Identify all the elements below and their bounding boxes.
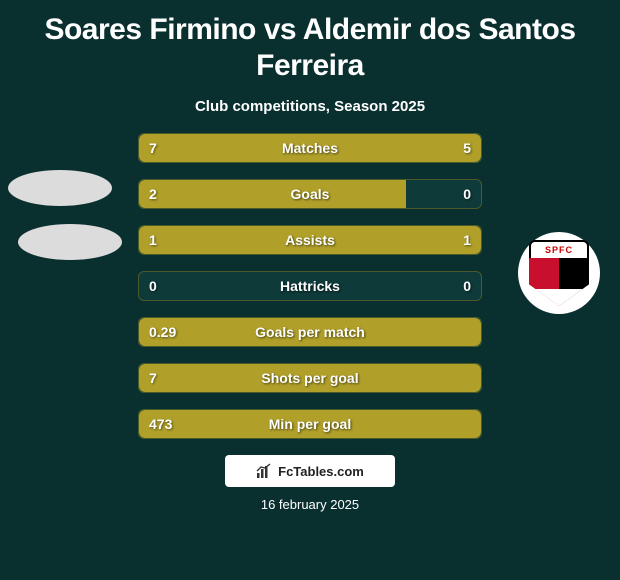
bar-fill-left: [139, 226, 310, 254]
shield-icon: SPFC: [529, 240, 589, 306]
bar-value-right: 0: [463, 180, 471, 208]
bar-fill-left: [139, 180, 406, 208]
bar-fill-left: [139, 134, 337, 162]
bar-fill-right: [337, 134, 481, 162]
bar-label: Hattricks: [139, 272, 481, 300]
player-right-club-badge: SPFC: [518, 232, 600, 314]
branding-text: FcTables.com: [278, 464, 364, 479]
stats-bars: Matches75Goals20Assists11Hattricks00Goal…: [138, 133, 482, 439]
stat-bar: Min per goal473: [138, 409, 482, 439]
stat-bar: Shots per goal7: [138, 363, 482, 393]
branding-box: FcTables.com: [225, 455, 395, 487]
bar-fill-right: [310, 226, 481, 254]
stat-bar: Goals20: [138, 179, 482, 209]
bar-fill-full: [139, 410, 481, 438]
bar-fill-full: [139, 318, 481, 346]
date-text: 16 february 2025: [0, 497, 620, 512]
stat-bar: Matches75: [138, 133, 482, 163]
stat-bar: Assists11: [138, 225, 482, 255]
subtitle: Club competitions, Season 2025: [0, 90, 620, 133]
player-left-logo-2: [18, 224, 122, 260]
bar-fill-full: [139, 364, 481, 392]
badge-code: SPFC: [529, 240, 589, 258]
page-title: Soares Firmino vs Aldemir dos Santos Fer…: [0, 0, 620, 90]
stat-bar: Hattricks0 0: [138, 271, 482, 301]
chart-icon: [256, 463, 272, 479]
player-left-logo-1: [8, 170, 112, 206]
bar-value-left: 0: [149, 272, 157, 300]
stat-bar: Goals per match0.29: [138, 317, 482, 347]
bar-value-right: 0: [463, 272, 471, 300]
